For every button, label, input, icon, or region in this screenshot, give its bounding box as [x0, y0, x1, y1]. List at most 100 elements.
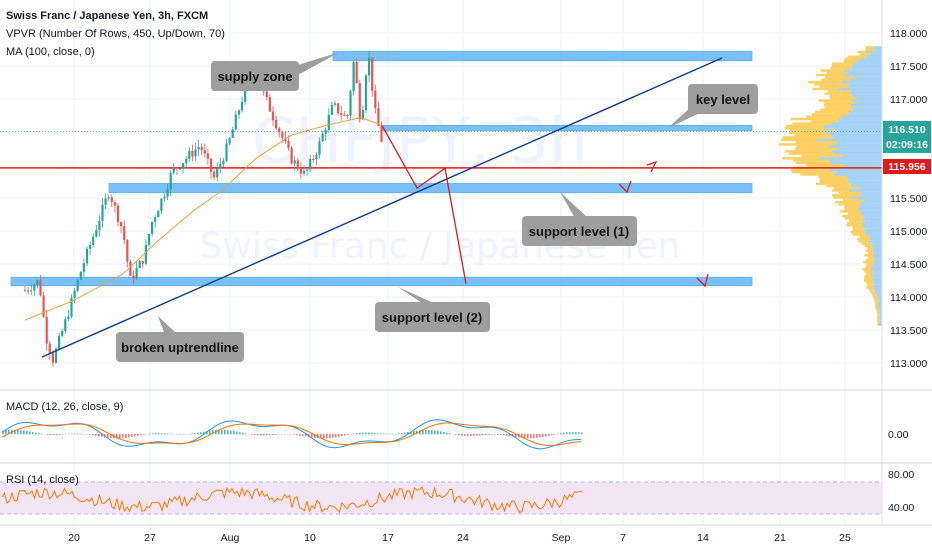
macd-hist-bar — [221, 429, 223, 435]
time-tick: 10 — [304, 532, 316, 544]
macd-hist-bar — [413, 431, 415, 435]
candle-body — [346, 115, 349, 117]
time-tick: 14 — [697, 532, 709, 544]
callout-box — [522, 216, 637, 246]
vpvr-bar-up — [879, 323, 882, 326]
time-tick: 24 — [457, 532, 469, 544]
vpvr-bar-down — [872, 293, 877, 296]
callout-box — [116, 332, 244, 362]
vpvr-bar-up — [847, 180, 882, 183]
vpvr-bar-down — [818, 175, 847, 178]
callout-support-2[interactable]: support level (2) — [375, 287, 490, 332]
vpvr-bar-down — [852, 226, 865, 229]
vpvr-bar-up — [869, 53, 882, 56]
macd-hist-bar — [296, 434, 298, 436]
vpvr-bar-up — [859, 187, 882, 190]
chart-title[interactable]: Swiss Franc / Japanese Yen, 3h, FXCM — [6, 10, 208, 22]
macd-hist-bar — [47, 434, 49, 435]
candle-body — [191, 151, 194, 157]
vpvr-bar-down — [815, 73, 844, 77]
vpvr-bar-down — [874, 300, 879, 303]
vpvr-bar-down — [843, 198, 865, 202]
price-tick: 114.500 — [890, 259, 927, 271]
macd-hist-bar — [521, 434, 523, 438]
vpvr-bar-up — [872, 254, 882, 257]
candle-body — [151, 221, 154, 234]
time-axis[interactable]: 20 27 Aug 10 17 24 Sep 7 14 21 25 — [68, 532, 851, 544]
macd-hist-bar — [368, 432, 370, 435]
macd-hist-bar — [428, 429, 430, 435]
macd-hist-bar — [395, 433, 397, 435]
candle-body — [343, 114, 346, 116]
rsi-pane[interactable]: RSI (14, close) 80.00 40.00 — [0, 469, 914, 515]
vpvr-bar-up — [828, 159, 882, 162]
hline-price-box — [883, 159, 931, 174]
candle-body — [64, 319, 67, 332]
price-tick: 117.000 — [890, 94, 927, 106]
vpvr-bar-down — [828, 90, 852, 93]
vpvr-bar-up — [861, 224, 882, 227]
macd-hist-bar — [485, 434, 487, 435]
macd-hist-bar — [191, 433, 193, 435]
vpvr-bar-down — [844, 207, 859, 211]
zone-rect[interactable] — [10, 276, 753, 287]
vpvr-bar-down — [820, 69, 844, 72]
vpvr-bar-up — [819, 157, 882, 160]
price-tick: 114.000 — [890, 292, 927, 304]
macd-hist-bar — [140, 434, 142, 436]
candle-body — [194, 149, 197, 157]
macd-hist-bar — [569, 432, 571, 435]
vpvr-bar-up — [872, 279, 882, 282]
vpvr-bar-up — [850, 103, 882, 107]
vpvr-bar-down — [873, 297, 878, 301]
price-tick: 115.500 — [890, 193, 927, 205]
projection-arrow-path[interactable] — [381, 125, 467, 284]
macd-hist-bar — [458, 434, 460, 436]
vpvr-bar-down — [870, 291, 875, 294]
vpvr-bar-up — [855, 76, 882, 79]
candle-body — [271, 111, 275, 120]
vpvr-bar-up — [857, 60, 882, 63]
callout-support-1[interactable]: support level (1) — [522, 192, 637, 246]
vpvr-bar-down — [861, 242, 873, 245]
macd-hist-bar — [449, 433, 451, 435]
vpvr-bar-up — [866, 50, 882, 54]
macd-hist-bar — [551, 434, 553, 436]
callout-key-level[interactable]: key level — [668, 84, 758, 128]
indicator-vpvr[interactable]: VPVR (Number Of Rows, 450, Up/Down, 70) — [6, 28, 225, 40]
zone-rect[interactable] — [108, 183, 753, 194]
vpvr-bar-down — [866, 281, 875, 285]
uptrend-line[interactable] — [41, 57, 723, 358]
vpvr-bar-down — [844, 217, 865, 220]
indicator-ma[interactable]: MA (100, close, 0) — [6, 46, 95, 58]
macd-hist-bar — [161, 433, 163, 435]
macd-hist-bar — [203, 431, 205, 435]
vpvr-bar-up — [846, 175, 882, 178]
macd-hist-bar — [293, 434, 295, 435]
vpvr-bar-down — [826, 71, 849, 75]
watermark-symbol: CHFJPY, 3h — [252, 104, 588, 177]
rsi-tick-lower: 40.00 — [888, 502, 914, 514]
vpvr-bar-up — [850, 92, 882, 95]
price-tick: 113.000 — [890, 358, 927, 370]
candle-body — [185, 158, 188, 164]
macd-pane[interactable]: MACD (12, 26, close, 9) 0.00 — [1, 401, 909, 450]
macd-hist-bar — [122, 434, 124, 439]
vpvr-bar-down — [864, 254, 873, 257]
macd-hist-bar — [305, 434, 307, 437]
macd-hist-bar — [509, 434, 511, 437]
vpvr-bar-down — [877, 318, 880, 322]
candle-body — [296, 160, 299, 169]
callout-supply-zone[interactable]: supply zone — [211, 52, 340, 91]
macd-hist-bar — [266, 434, 268, 436]
macd-hist-bar — [14, 429, 16, 435]
vpvr-bar-down — [833, 196, 852, 199]
candle-body — [135, 267, 138, 279]
callout-broken-uptrendline[interactable]: broken uptrendline — [116, 316, 244, 362]
vpvr-bar-up — [879, 318, 882, 322]
zone-rect[interactable] — [332, 51, 753, 62]
vpvr-bar-down — [830, 66, 853, 70]
candles — [23, 50, 383, 367]
vpvr-bar-down — [867, 256, 875, 259]
